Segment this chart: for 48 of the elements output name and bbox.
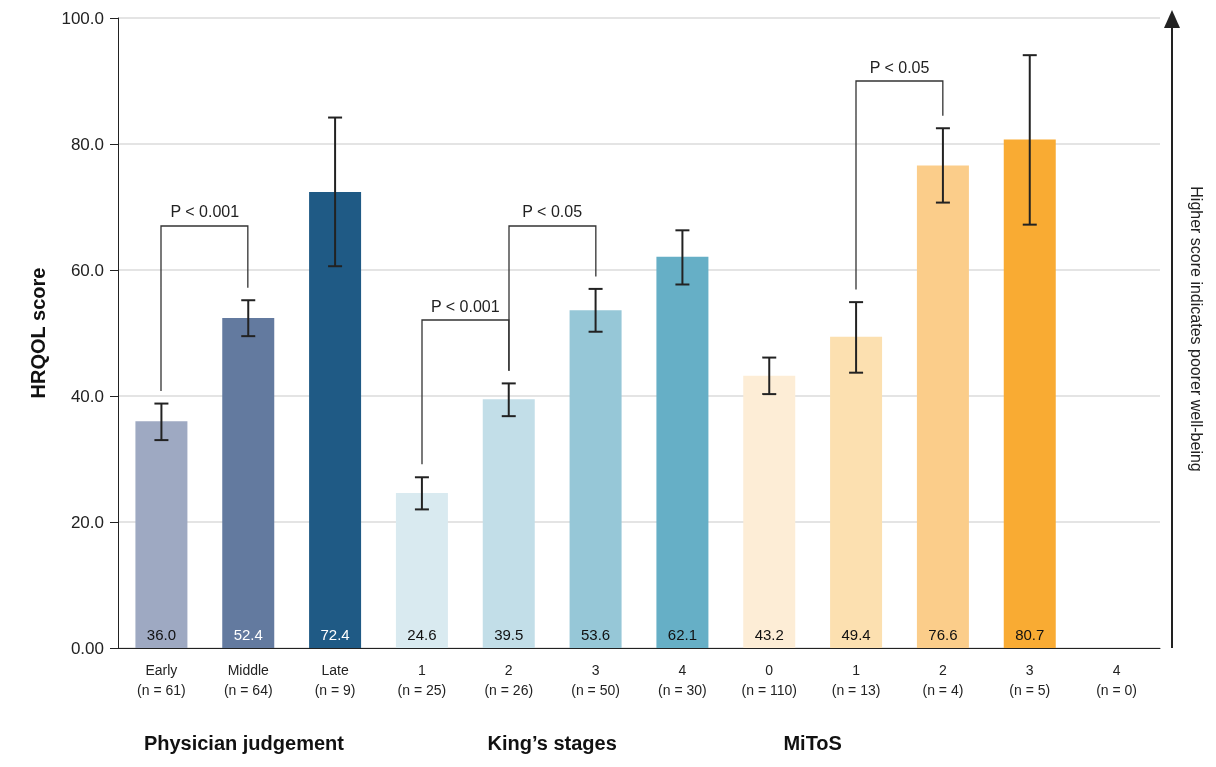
y2-axis-title: Higher score indicates poorer well-being <box>1187 186 1205 472</box>
data-label: 43.2 <box>754 626 784 643</box>
bar <box>222 317 275 648</box>
y-tick-label: 20.0 <box>70 512 104 532</box>
text: MiToS <box>783 732 842 754</box>
x-tick-label: 3 (n = 5) <box>1009 662 1051 698</box>
data-label: 36.0 <box>146 626 177 643</box>
bar <box>135 421 188 648</box>
data-label: 53.6 <box>580 626 611 643</box>
y-tick-label: 40.0 <box>70 386 104 406</box>
bar <box>743 375 796 648</box>
bar <box>569 310 622 648</box>
y-axis-title: HRQOL score <box>27 267 49 399</box>
bar <box>309 191 362 648</box>
text: King’s stages <box>487 732 617 754</box>
annotation: P < 0.001 <box>170 203 240 221</box>
x-tick-label: 1 (n = 13) <box>831 662 881 698</box>
x-tick-label: 4 (n = 0) <box>1096 662 1138 698</box>
data-label: 76.6 <box>928 626 958 643</box>
data-label: 62.1 <box>667 626 698 643</box>
x-tick-label: 0 (n = 110) <box>741 662 797 698</box>
y-tick-label: 80.0 <box>70 134 104 154</box>
bar <box>1003 139 1056 648</box>
y-tick-label: 60.0 <box>70 260 104 280</box>
bar <box>916 165 969 648</box>
bar <box>830 336 883 648</box>
y-tick-label: 0.00 <box>70 638 104 658</box>
data-label: 52.4 <box>233 626 263 643</box>
annotation: P < 0.001 <box>431 297 500 315</box>
data-label: 39.5 <box>494 626 524 643</box>
data-label: 49.4 <box>841 626 871 643</box>
x-tick-label: Middle (n = 64) <box>223 662 273 698</box>
x-tick-label: Late (n = 9) <box>314 662 356 698</box>
y-tick-label: 100.0 <box>61 8 104 28</box>
annotation: P < 0.05 <box>869 58 930 76</box>
annotation: P < 0.05 <box>522 203 583 221</box>
x-tick-label: 4 (n = 30) <box>658 662 707 698</box>
bar <box>482 399 535 648</box>
data-label: 24.6 <box>407 626 437 643</box>
x-tick-label: 2 (n = 4) <box>922 662 964 698</box>
bar <box>656 256 709 648</box>
text: Physician judgement <box>143 732 345 754</box>
x-tick-label: 2 (n = 26) <box>484 662 534 698</box>
x-tick-label: 1 (n = 25) <box>397 662 447 698</box>
data-label: 80.7 <box>1015 626 1045 643</box>
x-tick-label: 3 (n = 50) <box>571 662 620 698</box>
x-tick-label: Early (n = 61) <box>137 662 186 698</box>
data-label: 72.4 <box>320 626 350 643</box>
